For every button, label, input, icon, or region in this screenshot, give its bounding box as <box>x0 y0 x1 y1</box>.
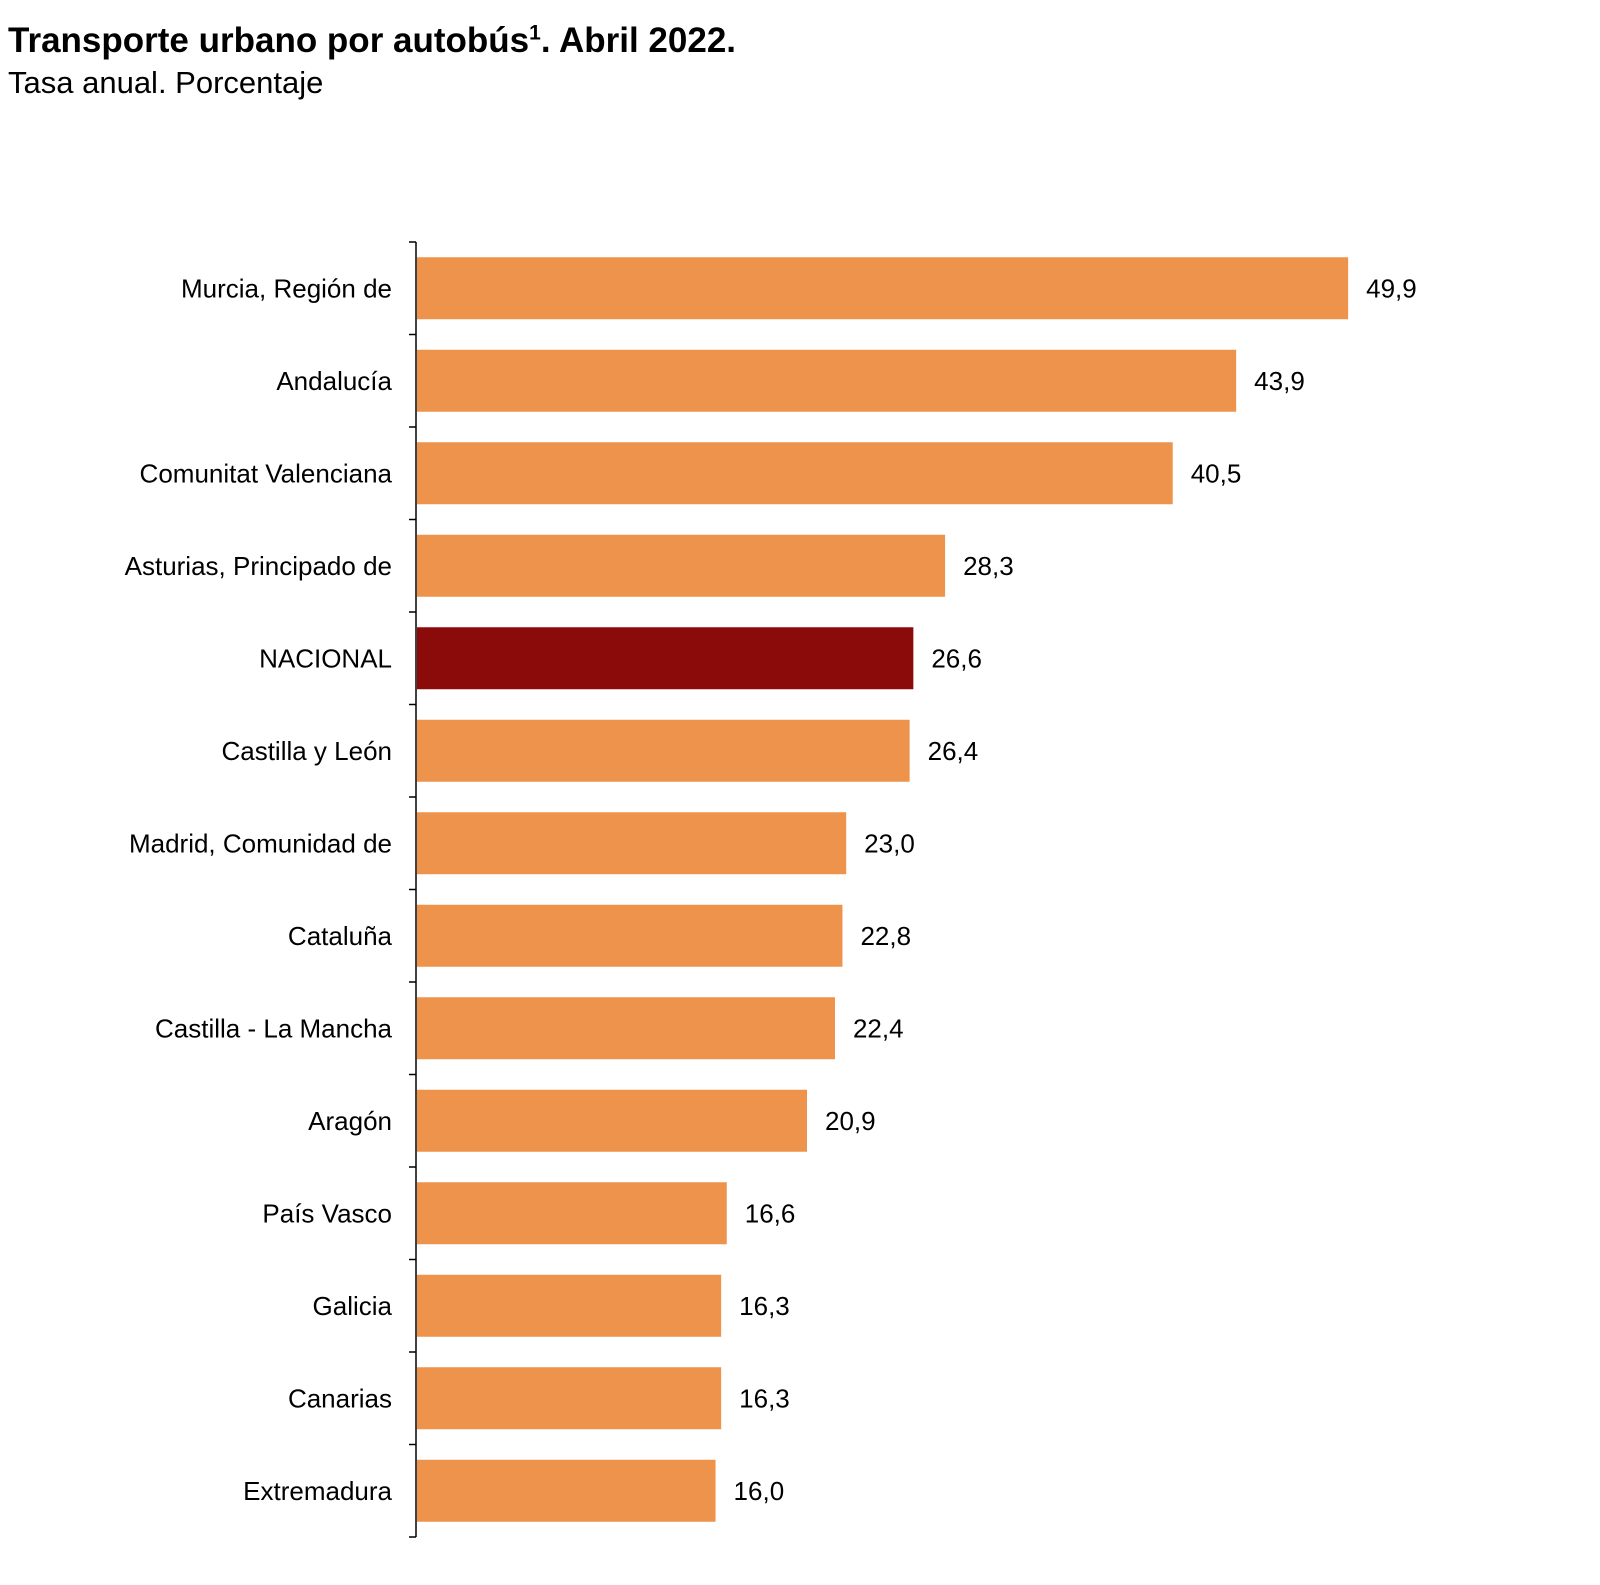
category-label-galicia: Galicia <box>313 1291 393 1321</box>
category-label-murcia-region-de: Murcia, Región de <box>181 273 392 303</box>
bar-canarias <box>417 1367 722 1430</box>
bar-group <box>417 257 1349 1522</box>
value-label-galicia: 16,3 <box>739 1291 790 1321</box>
bar-comunitat-valenciana <box>417 442 1173 505</box>
bar-castilla-la-mancha <box>417 997 835 1060</box>
value-label-group: 49,9 43,9 40,5 28,3 26,6 26,4 23,0 22,8 22,4 20,9… <box>734 273 1417 1506</box>
category-label-aragon: Aragón <box>308 1106 392 1136</box>
category-label-comunitat-valenciana: Comunitat Valenciana <box>140 458 393 488</box>
category-label-pais-vasco: País Vasco <box>262 1198 392 1228</box>
bar-pais-vasco <box>417 1182 727 1245</box>
y-axis <box>409 241 417 1538</box>
value-label-madrid-comunidad-de: 23,0 <box>864 828 915 858</box>
category-label-canarias: Canarias <box>288 1383 392 1413</box>
value-label-cataluna: 22,8 <box>860 921 911 951</box>
bar-galicia <box>417 1274 722 1337</box>
bar-castilla-y-leon <box>417 719 910 782</box>
category-label-extremadura: Extremadura <box>243 1476 392 1506</box>
value-label-castilla-la-mancha: 22,4 <box>853 1013 904 1043</box>
chart-title: Transporte urbano por autobús1. Abril 20… <box>8 20 736 62</box>
value-label-castilla-y-leon: 26,4 <box>928 736 979 766</box>
chart-title-footnote-mark: 1 <box>529 21 541 45</box>
value-label-nacional: 26,6 <box>931 643 982 673</box>
value-label-canarias: 16,3 <box>739 1383 790 1413</box>
value-label-comunitat-valenciana: 40,5 <box>1191 458 1242 488</box>
bar-asturias-principado-de <box>417 534 946 597</box>
category-label-cataluna: Cataluña <box>288 921 393 951</box>
value-label-extremadura: 16,0 <box>734 1476 785 1506</box>
bar-nacional <box>417 627 914 690</box>
chart-title-text: Transporte urbano por autobús <box>8 21 530 60</box>
category-label-madrid-comunidad-de: Madrid, Comunidad de <box>129 828 392 858</box>
value-label-murcia-region-de: 49,9 <box>1366 273 1417 303</box>
category-label-castilla-y-leon: Castilla y León <box>221 736 392 766</box>
bar-madrid-comunidad-de <box>417 812 847 875</box>
category-label-asturias-principado-de: Asturias, Principado de <box>125 551 392 581</box>
bar-andalucia <box>417 349 1237 412</box>
bar-cataluna <box>417 904 843 967</box>
category-label-andalucia: Andalucía <box>276 366 392 396</box>
value-label-asturias-principado-de: 28,3 <box>963 551 1014 581</box>
value-label-pais-vasco: 16,6 <box>745 1198 796 1228</box>
category-label-group: Murcia, Región de Andalucía Comunitat Vale… <box>125 273 393 1506</box>
value-label-andalucia: 43,9 <box>1254 366 1305 396</box>
bar-aragon <box>417 1089 807 1152</box>
chart-subtitle: Tasa anual. Porcentaje <box>8 65 324 100</box>
chart-header: Transporte urbano por autobús1. Abril 20… <box>8 20 736 102</box>
bar-murcia-region-de <box>417 257 1349 320</box>
category-label-castilla-la-mancha: Castilla - La Mancha <box>155 1013 393 1043</box>
category-label-nacional: NACIONAL <box>259 643 392 673</box>
value-label-aragon: 20,9 <box>825 1106 876 1136</box>
chart-title-suffix: . Abril 2022. <box>540 21 737 60</box>
bar-extremadura <box>417 1459 716 1522</box>
